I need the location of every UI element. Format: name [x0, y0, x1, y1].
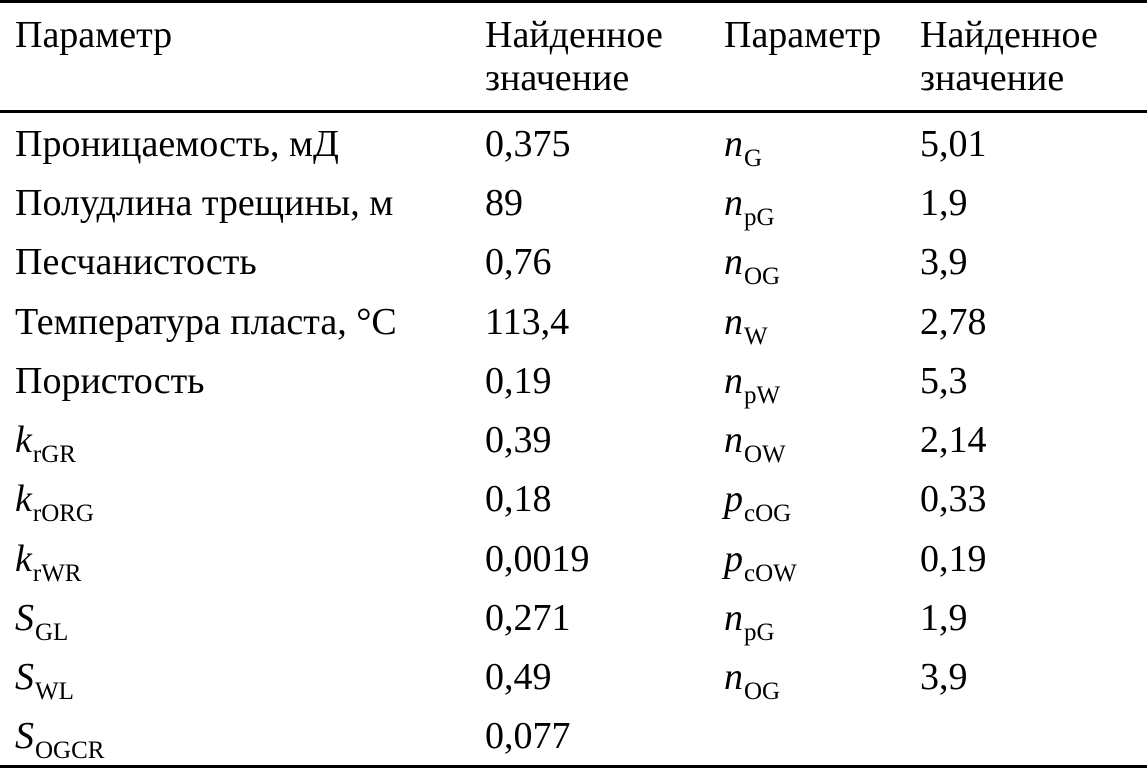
symbol: n [724, 123, 743, 165]
row-5-right-value: 5,3 [920, 360, 968, 402]
row-2-right-value: 1,9 [920, 182, 968, 224]
row-10-right-value: 3,9 [920, 656, 968, 698]
row-4-value: 113,4 [485, 301, 570, 343]
row-4-parameter: Температура пласта, °C [15, 301, 397, 343]
header-value-left-line2: значение [485, 57, 630, 99]
row-3-right-parameter: nOG [724, 240, 781, 290]
row-8-value: 0,0019 [485, 538, 590, 580]
symbol: S [15, 656, 34, 698]
row-5-right-parameter: npW [724, 359, 781, 409]
symbol: n [724, 597, 743, 639]
row-8-right-value: 0,19 [920, 538, 987, 580]
symbol: p [724, 538, 743, 580]
symbol: n [724, 360, 743, 402]
row-9-right-parameter: npG [724, 596, 775, 646]
row-10-value: 0,49 [485, 656, 552, 698]
subscript: cOW [744, 560, 797, 587]
row-2-parameter: Полудлина трещины, м [15, 182, 394, 224]
row-4-right-value: 2,78 [920, 301, 987, 343]
row-11-value: 0,077 [485, 715, 571, 757]
subscript: pW [744, 382, 781, 409]
subscript: rORG [32, 500, 94, 527]
subscript: cOG [744, 500, 792, 527]
row-3-right-value: 3,9 [920, 241, 968, 283]
header-value-right-line1: Найденное [920, 14, 1098, 56]
row-5-value: 0,19 [485, 360, 552, 402]
subscript: WL [35, 678, 74, 705]
subscript: rGR [32, 441, 76, 468]
symbol: k [15, 538, 32, 580]
subscript: OW [744, 441, 786, 468]
subscript: OGCR [35, 737, 105, 764]
header-parameter-left: Параметр [15, 14, 173, 56]
row-9-right-value: 1,9 [920, 597, 968, 639]
header-value-right-line2: значение [920, 57, 1065, 99]
row-9-parameter: SGL [15, 596, 69, 646]
row-7-right-value: 0,33 [920, 478, 987, 520]
subscript: OG [744, 678, 781, 705]
row-7-parameter: krORG [15, 477, 94, 527]
symbol: n [724, 241, 743, 283]
row-11-parameter: SOGCR [15, 714, 105, 764]
subscript: pG [744, 204, 775, 231]
row-1-value: 0,375 [485, 123, 571, 165]
row-10-right-parameter: nOG [724, 655, 781, 705]
symbol: k [15, 478, 32, 520]
table-top-rule [0, 0, 1147, 3]
symbol: n [724, 182, 743, 224]
header-value-left-line1: Найденное [485, 14, 663, 56]
header-parameter-right: Параметр [724, 14, 882, 56]
row-1-parameter: Проницаемость, мД [15, 123, 339, 165]
row-6-value: 0,39 [485, 419, 552, 461]
table-header-rule [0, 110, 1147, 113]
row-10-parameter: SWL [15, 655, 74, 705]
subscript: W [744, 323, 768, 350]
row-7-value: 0,18 [485, 478, 552, 520]
symbol: S [15, 715, 34, 757]
symbol: n [724, 656, 743, 698]
row-9-value: 0,271 [485, 597, 571, 639]
row-6-right-parameter: nOW [724, 418, 786, 468]
symbol: p [724, 478, 743, 520]
row-7-right-parameter: pcOG [724, 477, 792, 527]
symbol: k [15, 419, 32, 461]
row-8-parameter: krWR [15, 537, 82, 587]
symbol: S [15, 597, 34, 639]
subscript: OG [744, 263, 781, 290]
subscript: G [744, 145, 763, 172]
row-3-parameter: Песчанистость [15, 241, 257, 283]
subscript: rWR [32, 560, 82, 587]
subscript: GL [35, 619, 69, 646]
row-1-right-value: 5,01 [920, 123, 987, 165]
row-1-right-parameter: nG [724, 122, 763, 172]
row-5-parameter: Пористость [15, 360, 205, 402]
table-bottom-rule [0, 765, 1147, 768]
row-4-right-parameter: nW [724, 300, 768, 350]
subscript: pG [744, 619, 775, 646]
row-3-value: 0,76 [485, 241, 552, 283]
row-6-right-value: 2,14 [920, 419, 987, 461]
row-2-right-parameter: npG [724, 181, 775, 231]
symbol: n [724, 301, 743, 343]
symbol: n [724, 419, 743, 461]
row-6-parameter: krGR [15, 418, 76, 468]
row-2-value: 89 [485, 182, 523, 224]
row-8-right-parameter: pcOW [724, 537, 797, 587]
